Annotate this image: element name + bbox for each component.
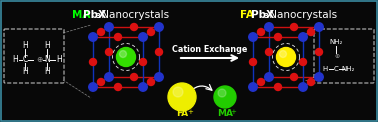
- Circle shape: [249, 83, 257, 91]
- Circle shape: [299, 59, 307, 66]
- Circle shape: [291, 73, 297, 81]
- Circle shape: [90, 59, 96, 66]
- Text: H: H: [322, 66, 328, 72]
- Circle shape: [173, 87, 183, 97]
- Circle shape: [315, 73, 323, 81]
- Text: MA: MA: [72, 10, 90, 20]
- Circle shape: [214, 86, 236, 108]
- Text: H: H: [22, 41, 28, 51]
- Text: +: +: [230, 109, 236, 115]
- Circle shape: [218, 89, 226, 97]
- Circle shape: [299, 33, 307, 41]
- Text: ⊕: ⊕: [335, 54, 339, 59]
- Circle shape: [291, 24, 297, 30]
- Circle shape: [98, 78, 104, 86]
- Circle shape: [155, 49, 163, 56]
- Circle shape: [105, 23, 113, 31]
- Text: C: C: [334, 66, 338, 72]
- Text: +: +: [187, 109, 193, 115]
- Circle shape: [105, 49, 113, 56]
- Text: Nanocrystals: Nanocrystals: [98, 10, 169, 20]
- Text: 3: 3: [96, 13, 101, 19]
- Circle shape: [130, 73, 138, 81]
- Circle shape: [147, 78, 155, 86]
- Text: Nanocrystals: Nanocrystals: [266, 10, 337, 20]
- Circle shape: [168, 83, 196, 111]
- Circle shape: [115, 83, 121, 91]
- Text: Cation Exchange: Cation Exchange: [172, 46, 248, 55]
- Text: ⊕: ⊕: [36, 56, 42, 65]
- Circle shape: [139, 33, 147, 41]
- Circle shape: [307, 29, 314, 36]
- Circle shape: [119, 51, 127, 57]
- Circle shape: [130, 24, 138, 30]
- Circle shape: [257, 29, 265, 36]
- Circle shape: [139, 83, 147, 91]
- Circle shape: [249, 33, 257, 41]
- Text: 3: 3: [264, 13, 269, 19]
- Circle shape: [115, 34, 121, 41]
- Circle shape: [98, 29, 104, 36]
- Text: PbX: PbX: [83, 10, 106, 20]
- Circle shape: [155, 23, 163, 31]
- Circle shape: [89, 33, 97, 41]
- Circle shape: [307, 78, 314, 86]
- Circle shape: [155, 73, 163, 81]
- Text: H: H: [44, 41, 50, 51]
- Circle shape: [265, 73, 273, 81]
- Circle shape: [249, 59, 257, 66]
- Text: FA: FA: [240, 10, 254, 20]
- Circle shape: [265, 23, 273, 31]
- Text: PbX: PbX: [251, 10, 274, 20]
- Text: C: C: [22, 56, 28, 65]
- Text: H: H: [56, 56, 62, 65]
- Circle shape: [105, 73, 113, 81]
- Circle shape: [315, 23, 323, 31]
- Text: FA: FA: [176, 110, 188, 118]
- Circle shape: [276, 47, 296, 66]
- Circle shape: [265, 49, 273, 56]
- Text: H: H: [12, 56, 18, 65]
- Text: H: H: [22, 67, 28, 76]
- Text: MA: MA: [217, 110, 233, 118]
- Circle shape: [274, 83, 282, 91]
- Circle shape: [89, 83, 97, 91]
- Circle shape: [139, 59, 147, 66]
- Circle shape: [299, 83, 307, 91]
- Circle shape: [274, 34, 282, 41]
- Text: NH₂: NH₂: [329, 39, 343, 45]
- Text: NH₂: NH₂: [341, 66, 355, 72]
- Text: N: N: [44, 56, 50, 65]
- Text: H: H: [44, 67, 50, 76]
- Circle shape: [279, 51, 287, 57]
- Circle shape: [147, 29, 155, 36]
- Circle shape: [257, 78, 265, 86]
- Circle shape: [316, 49, 322, 56]
- Circle shape: [116, 47, 135, 66]
